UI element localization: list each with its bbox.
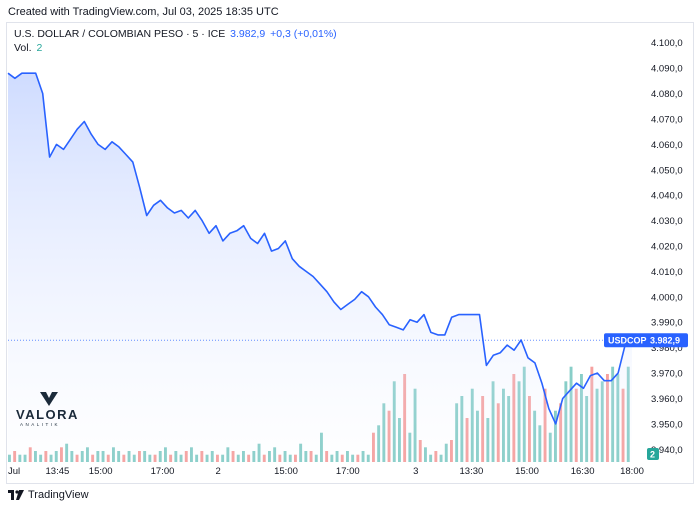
y-tick-label: 4.020,0 bbox=[651, 242, 683, 253]
price-area bbox=[7, 72, 633, 462]
x-tick-label: 18:00 bbox=[620, 466, 644, 477]
valora-mark-icon bbox=[40, 392, 58, 406]
x-tick-label: 13:30 bbox=[460, 466, 484, 477]
volume-value: 2 bbox=[36, 42, 43, 54]
x-tick-label: 17:00 bbox=[151, 466, 175, 477]
y-tick-label: 4.100,0 bbox=[651, 38, 683, 49]
y-tick-label: 4.090,0 bbox=[651, 64, 683, 75]
x-tick-label: 17:00 bbox=[336, 466, 360, 477]
price-line bbox=[7, 72, 633, 425]
price-change: +0,3 (+0,01%) bbox=[270, 28, 337, 40]
y-tick-label: 3.940,0 bbox=[651, 445, 683, 456]
volume-legend: Vol. 2 bbox=[14, 42, 42, 54]
x-tick-label: 3 bbox=[413, 466, 418, 477]
y-tick-label: 4.040,0 bbox=[651, 191, 683, 202]
x-tick-label: 13:45 bbox=[46, 466, 70, 477]
logo-name: VALORA bbox=[16, 407, 79, 422]
x-tick-label: 2 bbox=[215, 466, 220, 477]
price-tag-box bbox=[604, 333, 688, 348]
y-tick-label: 3.960,0 bbox=[651, 394, 683, 405]
y-tick-label: 3.990,0 bbox=[651, 318, 683, 329]
price-tag-value: 3.982,9 bbox=[650, 336, 680, 346]
y-tick-label: 3.950,0 bbox=[651, 419, 683, 430]
y-tick-label: 4.010,0 bbox=[651, 267, 683, 278]
created-with-caption: Created with TradingView.com, Jul 03, 20… bbox=[8, 6, 279, 18]
x-tick-label: 16:30 bbox=[571, 466, 595, 477]
chart-legend: U.S. DOLLAR / COLOMBIAN PESO · 5 · ICE 3… bbox=[14, 28, 337, 40]
time-axis: Jul 13:45 15:00 17:00 2 15:00 17:00 3 13:30 15:00… bbox=[8, 466, 644, 477]
y-tick-label: 4.050,0 bbox=[651, 165, 683, 176]
y-tick-label: 4.030,0 bbox=[651, 216, 683, 227]
y-tick-label: 4.060,0 bbox=[651, 140, 683, 151]
x-tick-label: Jul bbox=[8, 466, 20, 477]
tradingview-logo-icon bbox=[8, 490, 24, 500]
last-price: 3.982,9 bbox=[230, 28, 266, 40]
x-tick-label: 15:00 bbox=[515, 466, 539, 477]
valora-logo: VALORA ANALITIK bbox=[16, 391, 86, 427]
footer: TradingView bbox=[8, 489, 89, 501]
price-axis: 4.100,0 4.090,0 4.080,0 4.070,0 4.060,0 4.050… bbox=[651, 38, 683, 456]
price-tag-ticker: USDCOP bbox=[608, 336, 647, 346]
y-tick-label: 3.970,0 bbox=[651, 369, 683, 380]
volume-badge-box bbox=[647, 448, 659, 460]
volume-label: Vol. bbox=[14, 42, 32, 54]
price-area-fill bbox=[8, 73, 632, 462]
y-tick-label: 4.070,0 bbox=[651, 114, 683, 125]
chart-frame bbox=[6, 22, 694, 484]
last-price-tag: USDCOP 3.982,9 2 bbox=[604, 333, 688, 460]
footer-brand: TradingView bbox=[28, 489, 89, 501]
y-tick-label: 4.000,0 bbox=[651, 292, 683, 303]
symbol-title: U.S. DOLLAR / COLOMBIAN PESO · 5 · ICE bbox=[14, 28, 226, 40]
y-tick-label: 3.980,0 bbox=[651, 343, 683, 354]
logo-subtitle: ANALITIK bbox=[20, 422, 61, 427]
x-tick-label: 15:00 bbox=[274, 466, 298, 477]
y-tick-label: 4.080,0 bbox=[651, 89, 683, 100]
x-tick-label: 15:00 bbox=[89, 466, 113, 477]
volume-badge-value: 2 bbox=[650, 450, 655, 460]
